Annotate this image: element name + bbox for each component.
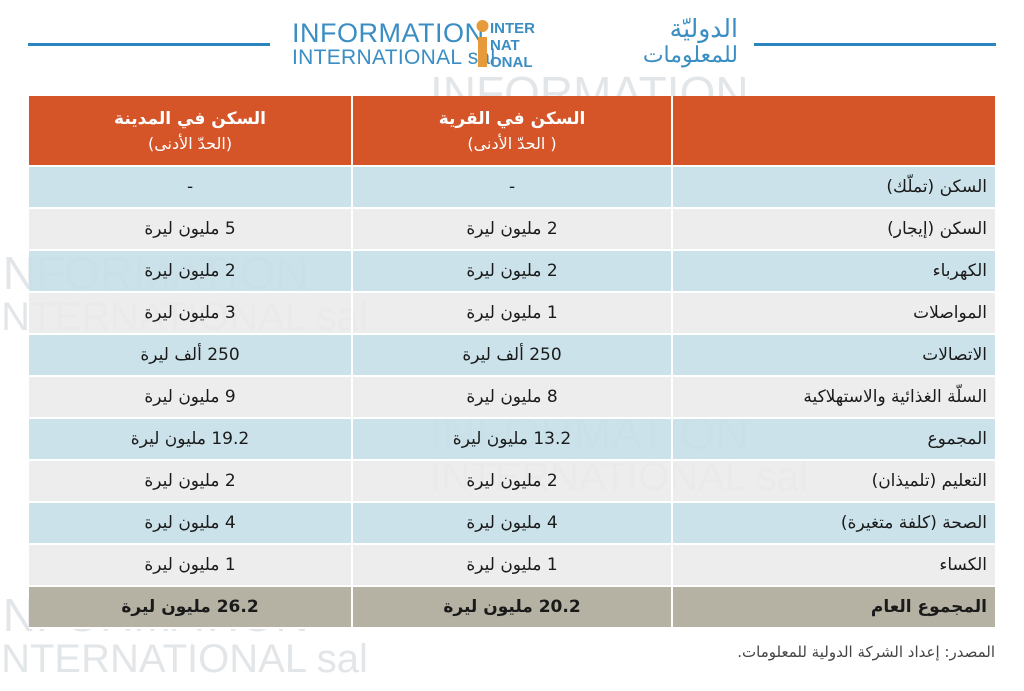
table-row: التعليم (تلميذان) 2 مليون ليرة 2 مليون ل…: [29, 461, 995, 503]
row-item: الصحة (كلفة متغيرة): [840, 513, 987, 533]
row-city-value: 9 مليون ليرة: [144, 387, 236, 407]
header-village: السكن في القرية ( الحدّ الأدنى): [351, 96, 673, 165]
logo-mark-text: ONAL: [490, 54, 533, 71]
header-city-note: (الحدّ الأدنى): [147, 133, 233, 153]
table-row: المجموع 13.2 مليون ليرة 19.2 مليون ليرة: [29, 419, 995, 461]
header-rule-left: [28, 43, 270, 46]
row-city-value: 3 مليون ليرة: [144, 303, 236, 323]
logo-arabic: الدوليّة للمعلومات: [552, 15, 738, 69]
table-row: الاتصالات 250 ألف ليرة 250 ألف ليرة: [29, 335, 995, 377]
table-row: السكن (إيجار) 2 مليون ليرة 5 مليون ليرة: [29, 209, 995, 251]
row-village-value: 2 مليون ليرة: [351, 461, 673, 501]
header-village-title: السكن في القرية: [438, 108, 586, 129]
logo-arabic-line-2: للمعلومات: [642, 43, 738, 68]
logo-line-2: INTERNATIONAL sal: [292, 46, 496, 69]
table-row: الكساء 1 مليون ليرة 1 مليون ليرة: [29, 545, 995, 587]
row-city-value: 4 مليون ليرة: [144, 513, 236, 533]
logo-mark-text: NAT: [490, 37, 520, 54]
table-row: الصحة (كلفة متغيرة) 4 مليون ليرة 4 مليون…: [29, 503, 995, 545]
row-city-value: 2 مليون ليرة: [144, 471, 236, 491]
table-row: الكهرباء 2 مليون ليرة 2 مليون ليرة: [29, 251, 995, 293]
total-city-value: 26.2 مليون ليرة: [121, 597, 259, 617]
logo-mark-icon: INTER NAT ONAL: [476, 20, 535, 71]
table-row: السكن (تملّك) - -: [29, 167, 995, 209]
row-village-value: 4 مليون ليرة: [351, 503, 673, 543]
row-village-value: 1 مليون ليرة: [351, 293, 673, 333]
row-city-value: 2 مليون ليرة: [144, 261, 236, 281]
row-city-value: 5 مليون ليرة: [144, 219, 236, 239]
row-item: السلّة الغذائية والاستهلاكية: [803, 387, 987, 407]
header-rule-right: [754, 43, 996, 46]
row-city-value: 1 مليون ليرة: [144, 555, 236, 575]
cost-table: السكن في القرية ( الحدّ الأدنى) السكن في…: [29, 96, 995, 629]
row-village-value: 13.2 مليون ليرة: [351, 419, 673, 459]
total-village-value: 20.2 مليون ليرة: [351, 587, 673, 627]
row-item: المجموع: [927, 429, 987, 449]
logo-mark-text: INTER: [490, 20, 535, 37]
total-item: المجموع العام: [870, 597, 987, 617]
source-note: المصدر: إعداد الشركة الدولية للمعلومات.: [737, 643, 995, 661]
row-village-value: 250 ألف ليرة: [351, 335, 673, 375]
row-city-value: 250 ألف ليرة: [140, 345, 240, 365]
row-village-value: 2 مليون ليرة: [351, 209, 673, 249]
row-village-value: 2 مليون ليرة: [351, 251, 673, 291]
row-item: التعليم (تلميذان): [871, 471, 987, 491]
row-item: الكساء: [939, 555, 987, 575]
table-row: السلّة الغذائية والاستهلاكية 8 مليون لير…: [29, 377, 995, 419]
header-city-title: السكن في المدينة: [114, 108, 266, 129]
row-item: الكهرباء: [932, 261, 987, 281]
logo-arabic-line-1: الدوليّة: [669, 14, 738, 43]
row-city-value: -: [186, 177, 194, 197]
row-item: المواصلات: [913, 303, 987, 323]
row-item: الاتصالات: [922, 345, 987, 365]
logo-line-1: INFORMATION: [292, 18, 485, 48]
header-village-note: ( الحدّ الأدنى): [467, 133, 557, 153]
row-village-value: -: [351, 167, 673, 207]
table-total-row: المجموع العام 20.2 مليون ليرة 26.2 مليون…: [29, 587, 995, 629]
row-city-value: 19.2 مليون ليرة: [130, 429, 250, 449]
table-header-row: السكن في القرية ( الحدّ الأدنى) السكن في…: [29, 96, 995, 167]
header-city: السكن في المدينة (الحدّ الأدنى): [29, 96, 351, 165]
row-item: السكن (تملّك): [886, 177, 987, 197]
logo-latin: INFORMATION INTERNATIONAL sal: [292, 20, 495, 70]
row-item: السكن (إيجار): [887, 219, 987, 239]
header-item-cell: [673, 96, 995, 165]
table-row: المواصلات 1 مليون ليرة 3 مليون ليرة: [29, 293, 995, 335]
row-village-value: 8 مليون ليرة: [351, 377, 673, 417]
page-header: INFORMATION INTERNATIONAL sal INTER NAT …: [0, 0, 1024, 80]
watermark-text: INTERNATIONAL sal: [0, 637, 368, 681]
row-village-value: 1 مليون ليرة: [351, 545, 673, 585]
